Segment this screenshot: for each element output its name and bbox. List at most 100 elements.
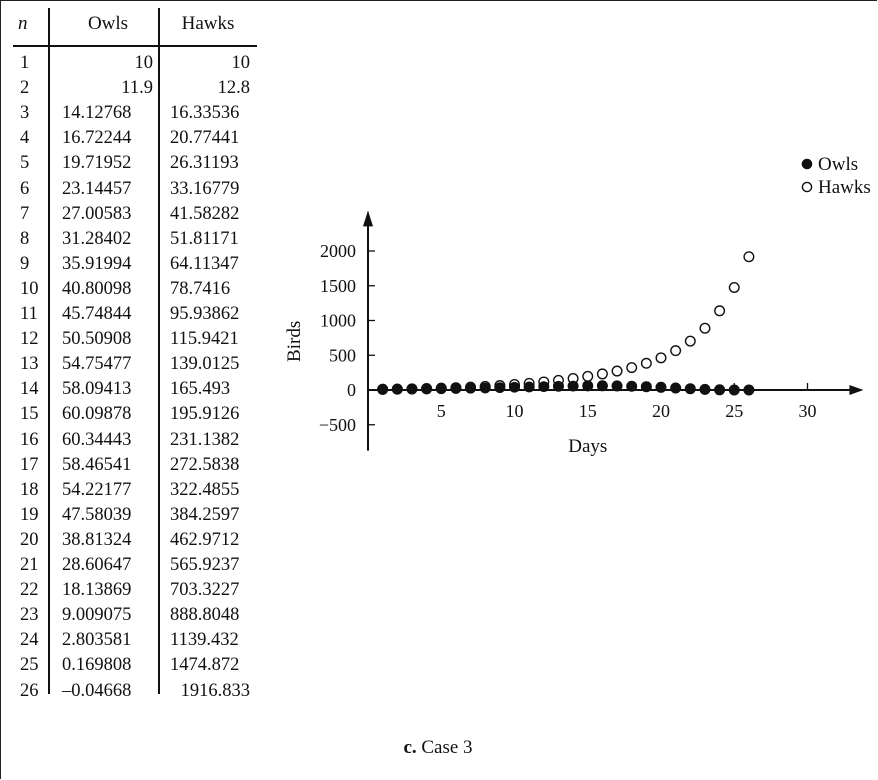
owls-point-overlay [626,380,638,392]
y-tick-label: 2000 [320,241,356,261]
table-row: 5 19.71952 26.31193 [0,153,260,178]
owls-point-overlay [421,383,432,395]
table-row: 18 54.22177 322.4855 [0,480,260,505]
cell-owls: 35.91994 [62,253,132,274]
owls-point-overlay [392,383,403,395]
legend-label: Owls [818,154,858,175]
cell-owls: 10 [134,53,154,73]
table-row: 9 35.91994 64.11347 [0,254,260,279]
cell-n: 9 [20,253,30,274]
table-row: 7 27.00583 41.58282 [0,204,260,229]
y-tick-label: 1500 [320,276,356,296]
cell-n: 6 [20,178,30,199]
table-row: 22 18.13869 703.3227 [0,580,260,605]
cell-owls: 14.12768 [62,103,132,124]
cell-n: 10 [20,278,39,299]
table-row: 11 45.74844 95.93862 [0,304,260,329]
cell-n: 2 [20,78,30,99]
cell-hawks: 33.16779 [170,178,240,199]
cell-n: 4 [20,128,30,149]
owls-point-overlay [699,384,711,395]
cell-hawks: 20.77441 [170,128,240,149]
y-axis-arrow [363,210,373,227]
cell-owls: 11.9 [121,78,153,99]
owls-point-overlay [670,382,681,394]
header-n: n [18,13,28,34]
owls-point-overlay [435,383,447,394]
table-row: 15 60.09878 195.9126 [0,404,260,429]
table-row: 2 11.9 12.8 [0,78,260,103]
hawks-point [596,368,608,380]
owls-point-overlay [728,384,740,396]
cell-n: 25 [20,655,39,676]
hawks-point [655,352,667,364]
cell-hawks: 16.33536 [170,103,240,124]
owls-legend-marker [801,158,813,170]
cell-n: 15 [20,404,39,425]
hawks-point [611,365,623,377]
table-row: 14 58.09413 165.493 [0,379,260,404]
owls-point-overlay [582,380,594,392]
hawks-point [640,357,652,369]
cell-hawks: 462.9712 [170,529,240,550]
cell-n: 24 [20,630,39,651]
cell-n: 23 [20,605,39,626]
owls-point-overlay [567,380,579,392]
cell-owls: 58.09413 [62,379,132,400]
cell-owls: 40.80098 [62,278,132,299]
cell-n: 8 [20,228,30,249]
figure-caption: c. Case 3 [0,737,876,759]
table-row: 21 28.60647 565.9237 [0,555,260,580]
cell-hawks: 12.8 [217,78,250,99]
owls-point-overlay [494,382,506,393]
table-row: 4 16.72244 20.77441 [0,128,260,153]
owls-point-overlay [553,380,564,392]
cell-n: 22 [20,580,39,601]
caption-label: c. [403,737,417,758]
cell-hawks: 272.5838 [170,454,240,475]
header-owls: Owls [87,13,129,34]
owls-point-overlay [597,380,608,392]
owls-point-overlay [641,381,652,392]
table-row: 6 23.14457 33.16779 [0,179,260,204]
cell-owls: 31.28402 [62,228,132,249]
header-rule [13,45,257,47]
owls-point-overlay [523,381,535,393]
hawks-point [743,251,755,263]
cell-hawks: 64.11347 [170,253,239,274]
cell-hawks: 10 [231,53,251,73]
table-row: 10 40.80098 78.7416 [0,279,260,304]
table-row: 25 0.169808 1474.872 [0,655,260,680]
cell-owls: 2.803581 [62,630,132,651]
cell-owls: 9.009075 [62,605,132,626]
cell-hawks: 115.9421 [170,329,239,350]
cell-owls: 27.00583 [62,203,132,224]
scatter-chart: 5 10 15 20 25 30 −500 0 500 1000 1500 2000 Days Birds… [284,154,870,457]
cell-hawks: 41.58282 [170,203,240,224]
table-row: 26 –0.04668 1916.833 [0,681,260,706]
header-hawks: Hawks [181,13,235,34]
cell-owls: 23.14457 [62,178,132,199]
owls-point-overlay [465,382,476,394]
cell-n: 14 [20,379,39,400]
cell-hawks: 139.0125 [170,354,240,375]
column-divider-1 [48,8,50,694]
x-tick-label: 25 [725,401,743,421]
cell-owls: 54.22177 [62,479,132,500]
cell-n: 21 [20,555,39,575]
cell-hawks: 78.7416 [170,278,231,299]
hawks-legend-marker [801,181,813,193]
cell-hawks: 195.9126 [170,404,240,425]
cell-owls: 16.72244 [62,128,132,149]
owls-point-overlay [479,382,491,394]
x-tick-label: 30 [799,401,817,421]
hawks-point [670,345,682,357]
cell-owls: 19.71952 [62,153,132,174]
cell-owls: 45.74844 [62,304,132,324]
caption-text: Case 3 [421,737,473,758]
table-row: 20 38.81324 462.9712 [0,530,260,555]
cell-n: 12 [20,329,39,350]
x-axis-label: Days [568,436,607,457]
hawks-point [626,362,638,374]
cell-n: 7 [20,203,30,224]
